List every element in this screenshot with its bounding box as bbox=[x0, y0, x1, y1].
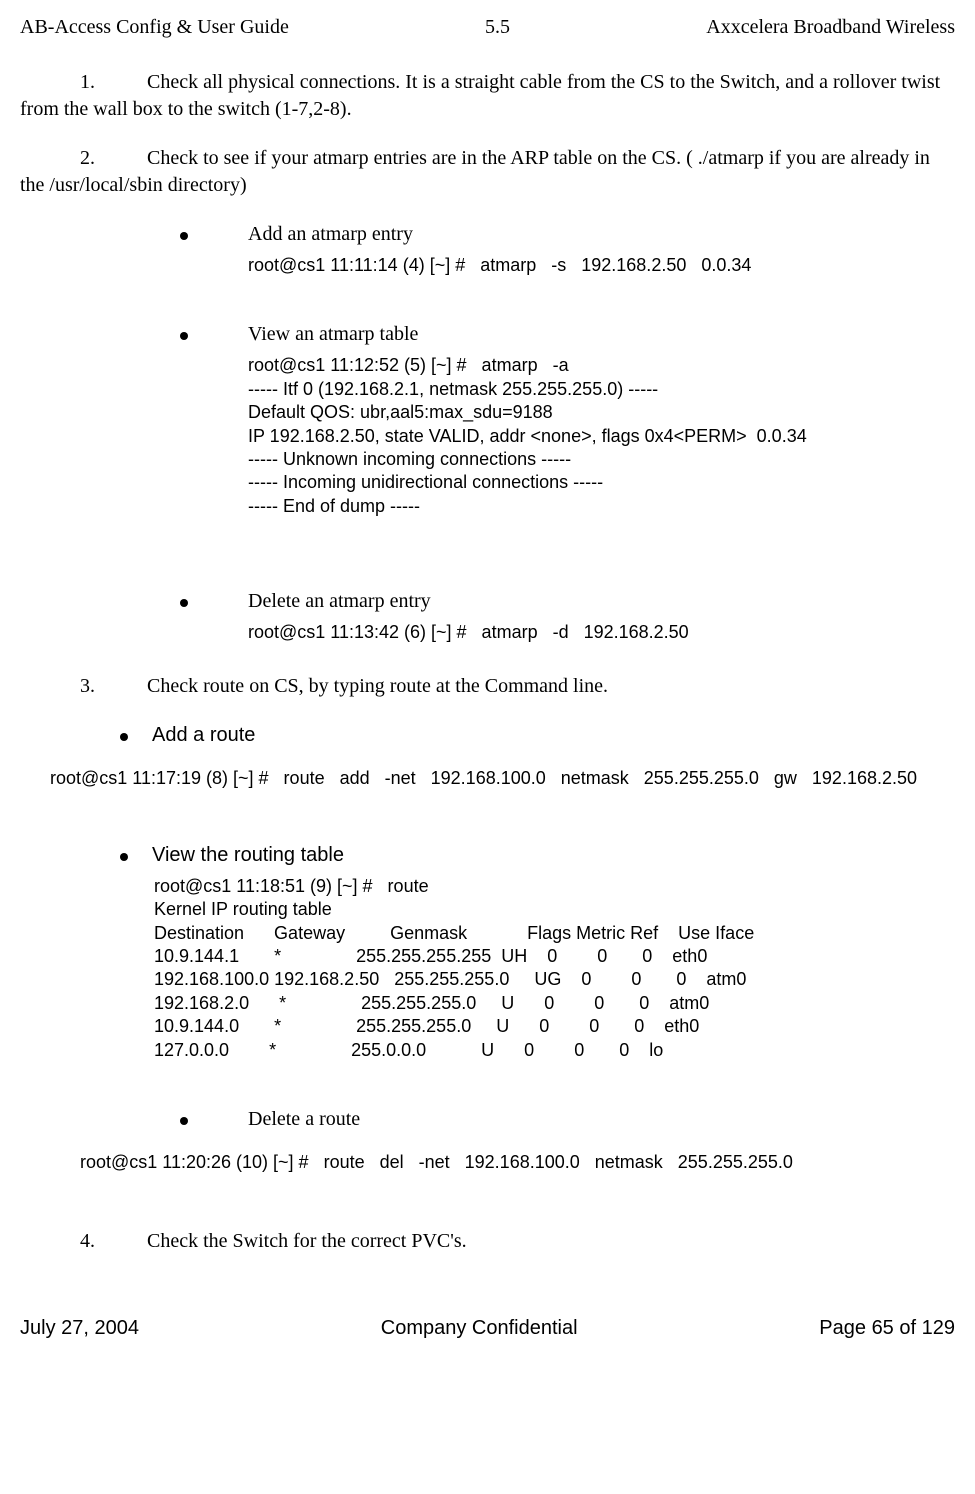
bullet-icon bbox=[120, 733, 128, 741]
step-3: 3. Check route on CS, by typing route at … bbox=[20, 673, 955, 700]
route-view-output: root@cs1 11:18:51 (9) [~] # route Kernel… bbox=[154, 875, 955, 1062]
step-1-text: Check all physical connections. It is a … bbox=[20, 71, 940, 120]
bullet-icon bbox=[180, 1117, 188, 1125]
step-2: 2.Check to see if your atmarp entries ar… bbox=[20, 145, 955, 199]
header-left: AB-Access Config & User Guide bbox=[20, 14, 289, 41]
step-4: 4. Check the Switch for the correct PVC's… bbox=[20, 1228, 955, 1255]
bullet-title: View an atmarp table bbox=[248, 321, 418, 348]
step-4-text: Check the Switch for the correct PVC's. bbox=[147, 1230, 467, 1252]
footer-center: Company Confidential bbox=[381, 1315, 578, 1342]
step-4-number: 4. bbox=[80, 1228, 95, 1255]
header-right: Axxcelera Broadband Wireless bbox=[706, 14, 955, 41]
bullet-title: View the routing table bbox=[152, 842, 344, 869]
step-2-text: Check to see if your atmarp entries are … bbox=[20, 147, 930, 196]
page-header: AB-Access Config & User Guide 5.5 Axxcel… bbox=[20, 14, 955, 41]
footer-right: Page 65 of 129 bbox=[819, 1315, 955, 1342]
bullet-add-atmarp: Add an atmarp entry root@cs1 11:11:14 (4… bbox=[180, 221, 955, 277]
bullet-add-route: Add a route bbox=[120, 722, 955, 749]
bullet-title: Delete a route bbox=[248, 1106, 360, 1133]
atmarp-add-cmd: root@cs1 11:11:14 (4) [~] # atmarp -s 19… bbox=[248, 254, 955, 277]
atmarp-del-cmd: root@cs1 11:13:42 (6) [~] # atmarp -d 19… bbox=[248, 621, 955, 644]
bullet-icon bbox=[180, 332, 188, 340]
bullet-title: Add an atmarp entry bbox=[248, 221, 413, 248]
bullet-icon bbox=[180, 599, 188, 607]
step-1: 1.Check all physical connections. It is … bbox=[20, 69, 955, 123]
bullet-delete-route: Delete a route bbox=[180, 1106, 955, 1133]
step-3-number: 3. bbox=[80, 673, 95, 700]
route-del-cmd: root@cs1 11:20:26 (10) [~] # route del -… bbox=[80, 1151, 955, 1174]
atmarp-view-output: root@cs1 11:12:52 (5) [~] # atmarp -a --… bbox=[248, 354, 955, 518]
bullet-title: Add a route bbox=[152, 722, 255, 749]
bullet-title: Delete an atmarp entry bbox=[248, 588, 431, 615]
footer-left: July 27, 2004 bbox=[20, 1315, 139, 1342]
bullet-icon bbox=[180, 232, 188, 240]
bullet-icon bbox=[120, 853, 128, 861]
bullet-delete-atmarp: Delete an atmarp entry root@cs1 11:13:42… bbox=[180, 588, 955, 644]
step-1-number: 1. bbox=[80, 69, 95, 96]
step-2-number: 2. bbox=[80, 145, 95, 172]
header-center: 5.5 bbox=[485, 14, 510, 41]
step-3-text: Check route on CS, by typing route at th… bbox=[147, 675, 608, 697]
bullet-view-route: View the routing table root@cs1 11:18:51… bbox=[120, 842, 955, 1062]
page-footer: July 27, 2004 Company Confidential Page … bbox=[20, 1315, 955, 1342]
route-add-cmd: root@cs1 11:17:19 (8) [~] # route add -n… bbox=[50, 767, 955, 790]
bullet-view-atmarp: View an atmarp table root@cs1 11:12:52 (… bbox=[180, 321, 955, 518]
